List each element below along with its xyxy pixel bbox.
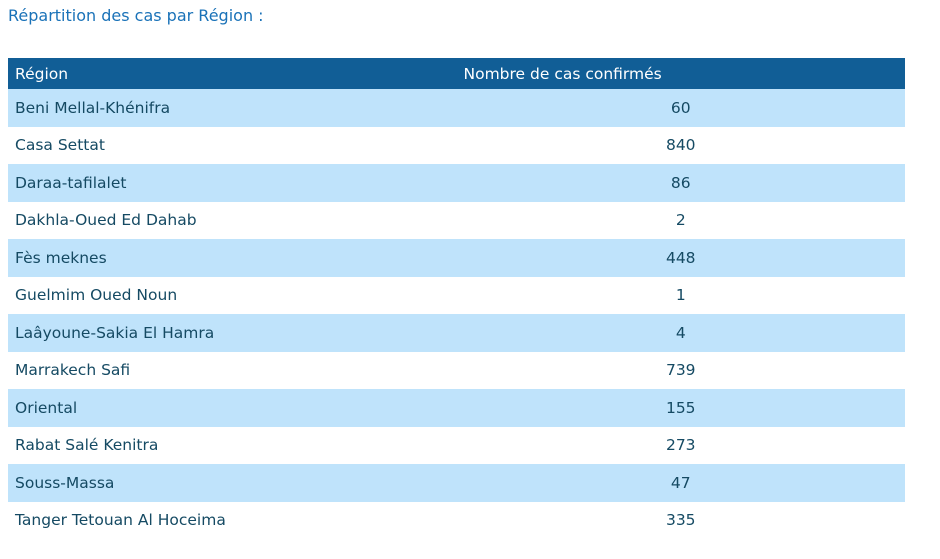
table-row: Oriental 155 bbox=[8, 389, 905, 427]
confirmed-cases-cell: 1 bbox=[675, 286, 686, 305]
confirmed-cases-cell: 2 bbox=[675, 211, 686, 230]
table-row: Guelmim Oued Noun 1 bbox=[8, 276, 905, 314]
table-row: Daraa-tafilalet 86 bbox=[8, 164, 905, 202]
table-row: Tanger Tetouan Al Hoceima 335 bbox=[8, 501, 905, 539]
table-header-row: Région Nombre de cas confirmés bbox=[8, 58, 905, 89]
column-header-region: Région bbox=[8, 58, 457, 89]
region-cell: Rabat Salé Kenitra bbox=[15, 436, 159, 455]
confirmed-cases-cell: 448 bbox=[665, 248, 696, 267]
region-cell: Marrakech Safi bbox=[15, 361, 131, 380]
region-cell: Guelmim Oued Noun bbox=[15, 286, 178, 305]
table-row: Souss-Massa 47 bbox=[8, 464, 905, 502]
table-row: Laâyoune-Sakia El Hamra 4 bbox=[8, 314, 905, 352]
confirmed-cases-cell: 273 bbox=[665, 436, 696, 455]
table-row: Rabat Salé Kenitra 273 bbox=[8, 426, 905, 464]
page-title: Répartition des cas par Région : bbox=[8, 6, 264, 25]
region-cell: Souss-Massa bbox=[15, 473, 115, 492]
confirmed-cases-cell: 335 bbox=[665, 511, 696, 530]
column-header-cases: Nombre de cas confirmés bbox=[456, 58, 905, 89]
cases-by-region-table: Région Nombre de cas confirmés Beni Mell… bbox=[8, 58, 905, 539]
confirmed-cases-cell: 155 bbox=[665, 398, 696, 417]
confirmed-cases-cell: 60 bbox=[670, 98, 691, 117]
region-cell: Laâyoune-Sakia El Hamra bbox=[15, 323, 215, 342]
table-row: Beni Mellal-Khénifra 60 bbox=[8, 89, 905, 127]
confirmed-cases-cell: 840 bbox=[665, 136, 696, 155]
region-cell: Fès meknes bbox=[15, 248, 107, 267]
confirmed-cases-cell: 739 bbox=[665, 361, 696, 380]
region-cell: Casa Settat bbox=[15, 136, 105, 155]
region-cell: Tanger Tetouan Al Hoceima bbox=[15, 511, 226, 530]
confirmed-cases-cell: 86 bbox=[670, 173, 691, 192]
region-cell: Beni Mellal-Khénifra bbox=[15, 98, 171, 117]
region-cell: Daraa-tafilalet bbox=[15, 173, 127, 192]
table-row: Marrakech Safi 739 bbox=[8, 351, 905, 389]
table-row: Fès meknes 448 bbox=[8, 239, 905, 277]
table-body: Beni Mellal-Khénifra 60 Casa Settat 840 Dara… bbox=[8, 89, 905, 539]
confirmed-cases-cell: 4 bbox=[675, 323, 686, 342]
region-cell: Oriental bbox=[15, 398, 78, 417]
table-row: Casa Settat 840 bbox=[8, 126, 905, 164]
table-row: Dakhla-Oued Ed Dahab 2 bbox=[8, 201, 905, 239]
confirmed-cases-cell: 47 bbox=[670, 473, 691, 492]
region-cell: Dakhla-Oued Ed Dahab bbox=[15, 211, 197, 230]
